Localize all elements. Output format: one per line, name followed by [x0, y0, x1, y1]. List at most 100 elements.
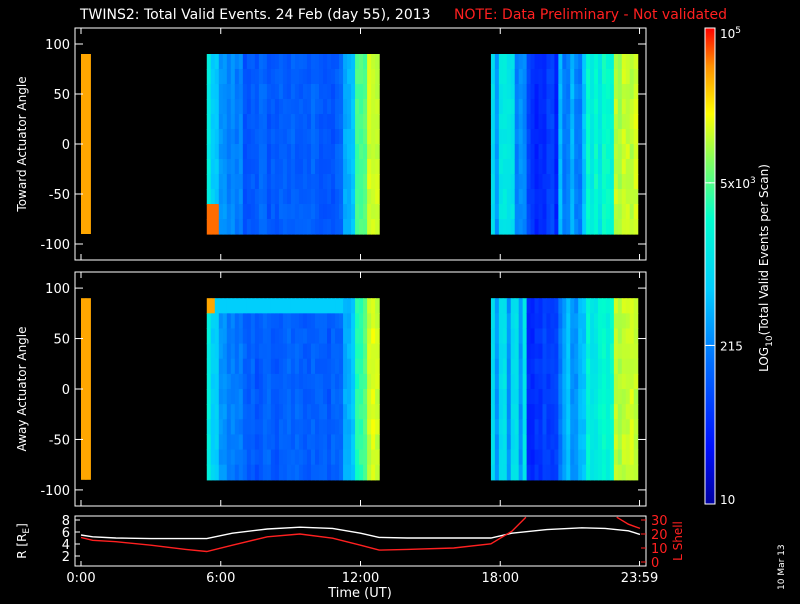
heatmap-cell: [339, 159, 344, 175]
heatmap-cell: [605, 464, 611, 481]
heatmap-cell: [546, 358, 552, 375]
heatmap-cell: [594, 419, 599, 436]
heatmap-cell: [534, 159, 540, 175]
heatmap-cell: [582, 129, 587, 145]
heatmap-cell: [214, 404, 220, 420]
heatmap-cell: [234, 404, 240, 420]
heatmap-cell: [554, 313, 559, 330]
heatmap-cell: [522, 404, 528, 420]
heatmap-cell: [526, 328, 532, 345]
heatmap-cell: [558, 69, 563, 85]
heatmap-cell: [347, 84, 352, 100]
heatmap-cell: [363, 99, 368, 115]
heatmap-cell: [294, 219, 300, 235]
heatmap-cell: [306, 69, 312, 85]
heatmap-cell: [526, 144, 532, 160]
heatmap-cell: [315, 328, 320, 345]
heatmap-cell: [633, 204, 639, 220]
heatmap-cell: [586, 219, 591, 235]
heatmap-cell: [218, 84, 224, 100]
heatmap-cell: [562, 69, 567, 85]
heatmap-cell: [286, 114, 292, 130]
heatmap-cell: [298, 434, 304, 451]
heatmap-cell: [206, 54, 212, 70]
heatmap-cell: [347, 69, 352, 85]
heatmap-cell: [238, 114, 244, 130]
heatmap-cell: [514, 84, 520, 100]
heatmap-cell: [319, 419, 324, 436]
heatmap-cell: [339, 358, 344, 375]
heatmap-cell: [226, 114, 232, 130]
heatmap-cell: [510, 343, 516, 360]
heatmap-cell: [546, 404, 552, 420]
heatmap-cell: [234, 54, 240, 70]
heatmap-cell: [601, 404, 607, 420]
heatmap-cell: [347, 159, 352, 175]
heatmap-cell: [371, 389, 376, 405]
heatmap-cell: [367, 114, 372, 130]
heatmap-cell: [506, 69, 512, 85]
heatmap-cell: [582, 189, 587, 205]
heatmap-cell: [605, 189, 611, 205]
heatmap-cell: [625, 464, 631, 481]
heatmap-cell: [258, 298, 264, 314]
heatmap-cell: [266, 114, 272, 130]
heatmap-cell: [494, 343, 500, 360]
heatmap-cell: [286, 313, 292, 330]
heatmap-cell: [343, 343, 348, 360]
heatmap-cell: [238, 373, 244, 390]
heatmap-cell: [570, 328, 575, 345]
heatmap-cell: [230, 449, 236, 466]
heatmap-cell: [522, 419, 528, 436]
x-axis-label: Time (UT): [327, 586, 392, 600]
heatmap-cell: [582, 434, 587, 451]
heatmap-cell: [363, 343, 368, 360]
heatmap-cell: [218, 174, 224, 190]
heatmap-cell: [570, 114, 575, 130]
heatmap-cell: [262, 99, 268, 115]
heatmap-cell: [534, 419, 540, 436]
heatmap-cell: [270, 404, 276, 420]
heatmap-cell: [359, 434, 364, 451]
heatmap-cell: [270, 298, 276, 314]
heatmap-cell: [562, 144, 567, 160]
heatmap-cell: [262, 343, 268, 360]
heatmap-cell: [343, 189, 348, 205]
heatmap-cell: [343, 328, 348, 345]
heatmap-cell: [262, 144, 268, 160]
heatmap-cell: [266, 404, 272, 420]
heatmap-cell: [582, 99, 587, 115]
heatmap-cell: [331, 159, 336, 175]
heatmap-cell: [214, 373, 220, 390]
heatmap-cell: [306, 114, 312, 130]
heatmap-cell: [343, 174, 348, 190]
heatmap-cell: [594, 389, 599, 405]
heatmap-cell: [278, 204, 284, 220]
heatmap-cell: [266, 189, 272, 205]
heatmap-cell: [206, 343, 212, 360]
heatmap-cell: [323, 343, 328, 360]
heatmap-cell: [554, 189, 559, 205]
heatmap-cell: [490, 174, 496, 190]
heatmap-cell: [526, 389, 532, 405]
heatmap-cell: [502, 54, 508, 70]
heatmap-cell: [355, 144, 360, 160]
heatmap-cell: [490, 373, 496, 390]
y-axis-label: R [RE]: [15, 523, 32, 559]
heatmap-cell: [546, 174, 552, 190]
heatmap-cell: [343, 298, 348, 314]
heatmap-cell: [498, 54, 504, 70]
heatmap-cell: [530, 343, 536, 360]
heatmap-cell: [625, 54, 631, 70]
heatmap-cell: [514, 464, 520, 481]
heatmap-cell: [294, 174, 300, 190]
heatmap-cell: [574, 404, 579, 420]
heatmap-cell: [574, 389, 579, 405]
heatmap-cell: [355, 204, 360, 220]
heatmap-cell: [554, 84, 559, 100]
heatmap-cell: [590, 404, 595, 420]
heatmap-cell: [578, 389, 583, 405]
heatmap-cell: [601, 114, 607, 130]
heatmap-cell: [262, 204, 268, 220]
heatmap-cell: [254, 389, 260, 405]
